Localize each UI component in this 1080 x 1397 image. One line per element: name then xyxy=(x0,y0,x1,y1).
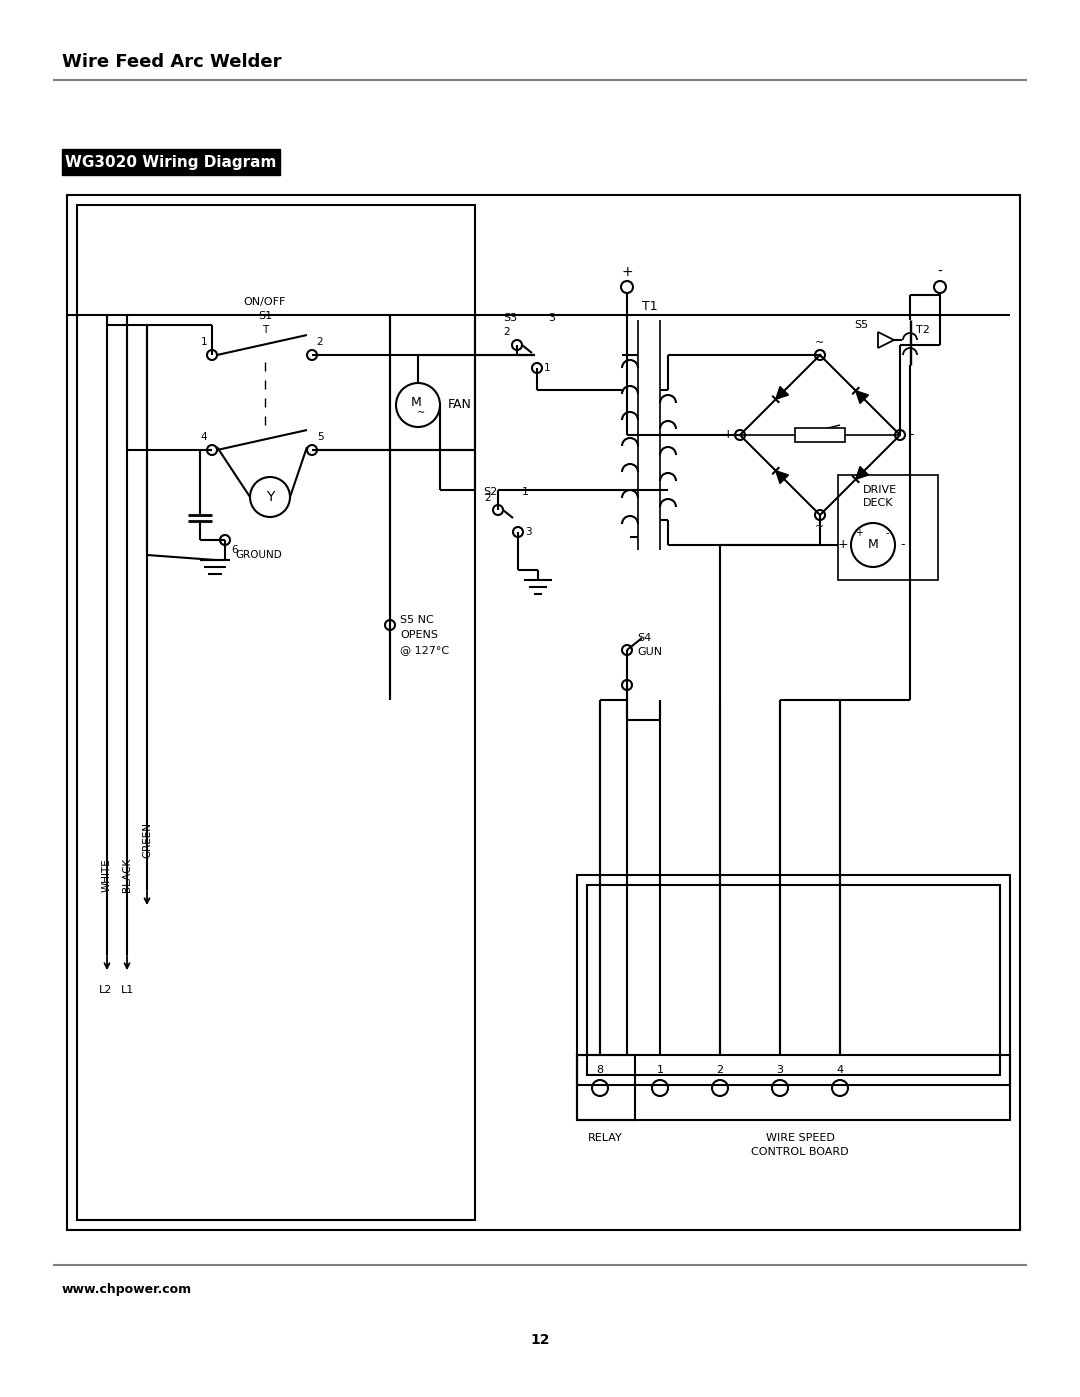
Text: S5: S5 xyxy=(854,320,868,330)
Text: 1: 1 xyxy=(201,337,207,346)
Text: S1: S1 xyxy=(258,312,272,321)
Text: +: + xyxy=(621,265,633,279)
Text: WHITE: WHITE xyxy=(102,858,112,891)
Text: 3: 3 xyxy=(777,1065,783,1076)
Text: 2: 2 xyxy=(716,1065,724,1076)
Text: 2: 2 xyxy=(316,337,323,346)
Text: 3: 3 xyxy=(549,313,555,323)
Text: Y: Y xyxy=(266,490,274,504)
Text: S2: S2 xyxy=(484,488,498,497)
Bar xyxy=(795,427,845,441)
Text: L1: L1 xyxy=(121,985,135,995)
Text: RELAY: RELAY xyxy=(588,1133,622,1143)
Text: +: + xyxy=(855,528,863,538)
Text: L2: L2 xyxy=(99,985,112,995)
Text: -: - xyxy=(901,538,905,552)
Text: 8: 8 xyxy=(596,1065,604,1076)
Text: 2: 2 xyxy=(503,327,511,337)
Text: S3: S3 xyxy=(503,313,517,323)
Bar xyxy=(577,875,1010,1085)
Text: GREEN: GREEN xyxy=(141,821,152,858)
Text: GROUND: GROUND xyxy=(235,550,282,560)
Text: S4: S4 xyxy=(637,633,651,643)
Text: 2: 2 xyxy=(485,493,491,503)
Bar xyxy=(77,205,475,1220)
Text: ON/OFF: ON/OFF xyxy=(244,298,286,307)
Text: www.chpower.com: www.chpower.com xyxy=(62,1284,192,1296)
Text: 12: 12 xyxy=(530,1333,550,1347)
Text: @ 127°C: @ 127°C xyxy=(400,645,449,655)
Bar xyxy=(62,149,280,175)
Text: 1: 1 xyxy=(543,363,551,373)
Polygon shape xyxy=(855,467,868,479)
Text: ~: ~ xyxy=(815,522,825,532)
Text: DRIVE: DRIVE xyxy=(863,485,897,495)
Text: T1: T1 xyxy=(642,300,658,313)
Text: +: + xyxy=(838,538,848,552)
Text: M: M xyxy=(867,538,878,552)
Bar xyxy=(588,886,1000,1076)
Text: 3: 3 xyxy=(525,527,531,536)
Text: -: - xyxy=(886,528,889,538)
Text: FAN: FAN xyxy=(448,398,472,412)
Text: ~: ~ xyxy=(815,338,825,348)
Text: OPENS: OPENS xyxy=(400,630,438,640)
Text: GUN: GUN xyxy=(637,647,662,657)
Text: CONTROL BOARD: CONTROL BOARD xyxy=(752,1147,849,1157)
Text: WG3020 Wiring Diagram: WG3020 Wiring Diagram xyxy=(65,155,276,169)
Bar xyxy=(577,1055,635,1120)
Text: T2: T2 xyxy=(916,326,930,335)
Text: 1: 1 xyxy=(522,488,528,497)
Text: +: + xyxy=(723,429,733,441)
Text: -: - xyxy=(937,265,943,279)
Text: 4: 4 xyxy=(836,1065,843,1076)
Text: 1: 1 xyxy=(657,1065,663,1076)
Text: 6: 6 xyxy=(232,545,239,555)
Text: 5: 5 xyxy=(316,432,323,441)
Bar xyxy=(67,196,1020,1229)
Text: T: T xyxy=(261,326,268,335)
Polygon shape xyxy=(775,387,788,400)
Text: 4: 4 xyxy=(201,432,207,441)
Text: ~: ~ xyxy=(417,408,426,418)
Text: DECK: DECK xyxy=(863,497,893,509)
Bar xyxy=(838,475,939,580)
Polygon shape xyxy=(855,391,868,404)
Text: M: M xyxy=(410,397,421,409)
Bar xyxy=(577,1055,1010,1120)
Text: S5 NC: S5 NC xyxy=(400,615,434,624)
Polygon shape xyxy=(775,471,788,483)
Text: BLACK: BLACK xyxy=(122,858,132,893)
Text: WIRE SPEED: WIRE SPEED xyxy=(766,1133,835,1143)
Text: Wire Feed Arc Welder: Wire Feed Arc Welder xyxy=(62,53,282,71)
Text: -: - xyxy=(909,429,915,441)
